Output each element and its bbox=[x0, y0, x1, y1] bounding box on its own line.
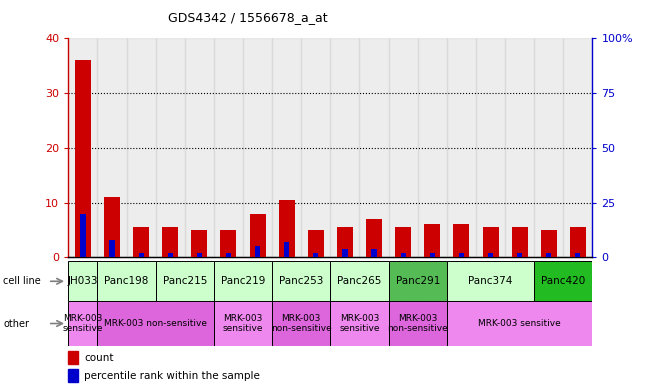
Bar bbox=[191, 230, 208, 257]
Bar bbox=[359, 38, 389, 257]
Text: count: count bbox=[84, 353, 113, 363]
Text: MRK-003
non-sensitive: MRK-003 non-sensitive bbox=[387, 314, 448, 333]
Text: Panc420: Panc420 bbox=[541, 276, 585, 286]
Bar bbox=[389, 261, 447, 301]
Bar bbox=[185, 38, 214, 257]
Text: other: other bbox=[3, 318, 29, 329]
Bar bbox=[109, 240, 115, 257]
Bar bbox=[156, 261, 214, 301]
Bar bbox=[98, 261, 156, 301]
Bar bbox=[272, 38, 301, 257]
Bar bbox=[104, 197, 120, 257]
Text: MRK-003
sensitive: MRK-003 sensitive bbox=[223, 314, 263, 333]
Bar bbox=[272, 261, 330, 301]
Bar bbox=[279, 200, 295, 257]
Text: GDS4342 / 1556678_a_at: GDS4342 / 1556678_a_at bbox=[167, 12, 327, 25]
Bar bbox=[68, 38, 98, 257]
Bar bbox=[400, 253, 406, 257]
Text: Panc265: Panc265 bbox=[337, 276, 381, 286]
Bar bbox=[366, 219, 382, 257]
Text: Panc291: Panc291 bbox=[396, 276, 440, 286]
Bar bbox=[389, 301, 447, 346]
Bar bbox=[243, 38, 272, 257]
Bar bbox=[395, 227, 411, 257]
Bar bbox=[342, 248, 348, 257]
Bar bbox=[301, 38, 330, 257]
Bar bbox=[98, 301, 214, 346]
Bar bbox=[75, 60, 91, 257]
Bar bbox=[482, 227, 499, 257]
Bar bbox=[488, 253, 493, 257]
Bar bbox=[249, 214, 266, 257]
Bar bbox=[68, 261, 98, 301]
Bar bbox=[330, 38, 359, 257]
Bar bbox=[563, 38, 592, 257]
Bar bbox=[517, 253, 522, 257]
Bar bbox=[459, 253, 464, 257]
Bar bbox=[197, 253, 202, 257]
Bar bbox=[570, 227, 586, 257]
Bar bbox=[162, 227, 178, 257]
Bar bbox=[80, 214, 85, 257]
Text: MRK-003
sensitive: MRK-003 sensitive bbox=[62, 314, 103, 333]
Bar bbox=[447, 261, 534, 301]
Bar bbox=[98, 38, 126, 257]
Bar bbox=[447, 38, 476, 257]
Text: Panc198: Panc198 bbox=[104, 276, 149, 286]
Text: percentile rank within the sample: percentile rank within the sample bbox=[84, 371, 260, 381]
Bar bbox=[330, 261, 389, 301]
Bar bbox=[476, 38, 505, 257]
Bar bbox=[534, 38, 563, 257]
Bar bbox=[453, 225, 469, 257]
Bar bbox=[541, 230, 557, 257]
Text: MRK-003
non-sensitive: MRK-003 non-sensitive bbox=[271, 314, 331, 333]
Bar bbox=[156, 38, 185, 257]
Bar bbox=[447, 301, 592, 346]
Bar bbox=[313, 253, 318, 257]
Bar bbox=[430, 253, 435, 257]
Bar bbox=[214, 38, 243, 257]
Bar bbox=[575, 253, 581, 257]
Text: Panc253: Panc253 bbox=[279, 276, 324, 286]
Text: JH033: JH033 bbox=[68, 276, 98, 286]
Bar bbox=[168, 253, 173, 257]
Text: MRK-003
sensitive: MRK-003 sensitive bbox=[339, 314, 380, 333]
Bar bbox=[512, 227, 527, 257]
Bar bbox=[418, 38, 447, 257]
Bar bbox=[214, 301, 272, 346]
Bar bbox=[505, 38, 534, 257]
Bar bbox=[389, 38, 418, 257]
Bar bbox=[226, 253, 231, 257]
Bar bbox=[546, 253, 551, 257]
Bar bbox=[272, 301, 330, 346]
Text: MRK-003 sensitive: MRK-003 sensitive bbox=[478, 319, 561, 328]
Bar bbox=[139, 253, 144, 257]
Bar bbox=[68, 351, 77, 364]
Bar bbox=[284, 242, 289, 257]
Bar bbox=[534, 261, 592, 301]
Bar bbox=[255, 247, 260, 257]
Bar bbox=[221, 230, 236, 257]
Bar bbox=[68, 301, 98, 346]
Bar bbox=[372, 248, 377, 257]
Bar bbox=[133, 227, 149, 257]
Bar bbox=[68, 369, 77, 382]
Text: Panc374: Panc374 bbox=[468, 276, 513, 286]
Text: Panc219: Panc219 bbox=[221, 276, 265, 286]
Bar bbox=[330, 301, 389, 346]
Bar bbox=[337, 227, 353, 257]
Bar bbox=[126, 38, 156, 257]
Text: cell line: cell line bbox=[3, 276, 41, 286]
Bar bbox=[424, 225, 440, 257]
Bar bbox=[308, 230, 324, 257]
Text: Panc215: Panc215 bbox=[163, 276, 207, 286]
Bar bbox=[214, 261, 272, 301]
Text: MRK-003 non-sensitive: MRK-003 non-sensitive bbox=[104, 319, 207, 328]
